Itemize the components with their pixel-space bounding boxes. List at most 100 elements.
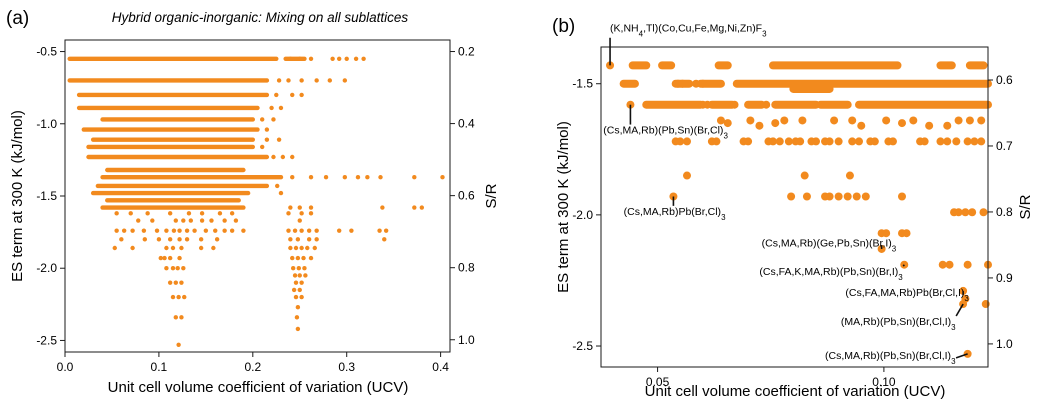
- scatter-point: [292, 228, 298, 233]
- scatter-point: [825, 137, 834, 146]
- scatter-point: [355, 175, 361, 180]
- y-tick-label: -1.5: [572, 77, 593, 91]
- scatter-point: [158, 255, 163, 261]
- scatter-point: [278, 190, 284, 196]
- x-tick-label: 0.4: [432, 360, 449, 374]
- scatter-point: [177, 237, 182, 242]
- scatter-point: [342, 78, 348, 83]
- scatter-point: [291, 287, 297, 293]
- scatter-point: [970, 137, 979, 146]
- scatter-point: [888, 137, 897, 146]
- panel-a-x-axis-title: Unit cell volume coefficient of variatio…: [108, 379, 409, 396]
- scatter-point: [164, 245, 169, 251]
- scatter-point: [176, 294, 181, 300]
- scatter-point: [825, 192, 834, 201]
- scatter-point: [977, 116, 986, 125]
- scatter-point: [173, 315, 179, 320]
- scatter-point: [297, 287, 302, 293]
- panel-b-label: (b): [552, 16, 575, 37]
- scatter-point: [780, 116, 789, 125]
- scatter-point: [678, 79, 687, 88]
- scatter-point: [692, 79, 701, 88]
- scatter-point: [164, 266, 169, 271]
- scatter-point: [382, 237, 387, 242]
- scatter-point: [297, 56, 302, 61]
- scatter-point: [214, 237, 220, 242]
- scatter-point: [299, 78, 304, 83]
- x-tick-label: 0.1: [151, 360, 168, 374]
- scatter-point: [299, 280, 304, 285]
- scatter-point: [184, 237, 190, 242]
- scatter-point: [440, 175, 445, 180]
- scatter-point: [288, 205, 293, 210]
- y2-tick-label: 0.6: [458, 189, 475, 203]
- scatter-point: [784, 137, 793, 146]
- scatter-point: [968, 208, 977, 217]
- scatter-point: [292, 273, 298, 278]
- scatter-point: [925, 121, 934, 130]
- scatter-point: [271, 154, 276, 160]
- y2-tick-label: 0.2: [458, 45, 475, 59]
- scatter-point: [703, 100, 712, 109]
- scatter-point: [963, 260, 972, 269]
- scatter-point: [294, 315, 300, 320]
- scatter-point: [798, 116, 807, 125]
- scatter-point: [306, 237, 312, 242]
- panel-b-y2-axis-title: S/R: [1017, 194, 1034, 219]
- panel-a-y2-axis-title: S/R: [483, 183, 500, 208]
- panel-b: (b) 0.05 0.10-1.5-2.0-2.50.60.70.80.91.0 …: [552, 16, 1034, 400]
- scatter-point: [712, 137, 721, 146]
- scatter-point: [173, 218, 179, 223]
- x-tick-label: 0.3: [338, 360, 355, 374]
- scatter-point: [170, 266, 176, 271]
- scatter-point: [222, 218, 227, 223]
- x-tick-label: 0.05: [646, 375, 670, 389]
- y2-tick-label: 1.0: [458, 333, 475, 347]
- annotation-label: (Cs,MA,Rb)(Pb,Sn)(Br,Cl)3: [603, 125, 728, 141]
- scatter-point: [979, 208, 988, 217]
- scatter-point: [380, 205, 385, 210]
- x-tick-label: 0.10: [872, 375, 896, 389]
- annotation-label: (Cs,FA,K,MA,Rb)(Pb,Sn)(Br,I)3: [759, 266, 903, 282]
- scatter-point: [412, 205, 417, 210]
- scatter-point: [288, 56, 293, 61]
- annotation-label: (Cs,MA,Rb)(Pb,Sn)(Br,Cl,I)3: [825, 350, 956, 366]
- scatter-point: [297, 218, 302, 223]
- annotation-label: (Cs,MA,Rb)(Ge,Pb,Sn)(Br,I)3: [762, 237, 897, 253]
- scatter-point: [683, 171, 691, 180]
- scatter-point: [241, 228, 246, 233]
- y-tick-label: -2.5: [572, 339, 593, 353]
- annotation-label: (Cs,FA,MA,Rb)Pb(Br,Cl,I)3: [845, 287, 969, 303]
- scatter-point: [170, 245, 176, 251]
- scatter-point: [301, 255, 306, 261]
- scatter-point: [288, 245, 293, 251]
- scatter-point: [175, 266, 180, 271]
- scatter-point: [848, 137, 857, 146]
- scatter-point: [274, 92, 279, 98]
- scatter-point: [136, 218, 141, 223]
- scatter-point: [963, 137, 972, 146]
- scatter-point: [271, 117, 276, 122]
- scatter-point: [179, 245, 184, 251]
- scatter-point: [312, 245, 317, 251]
- scatter-point: [303, 273, 308, 278]
- scatter-point: [314, 228, 319, 233]
- annotation-label: (MA,Rb)(Pb,Sn)(Br,Cl,I)3: [841, 316, 956, 332]
- scatter-point: [293, 294, 299, 300]
- scatter-point: [861, 192, 870, 201]
- scatter-point: [286, 211, 291, 216]
- y2-tick-label: 1.0: [996, 337, 1013, 351]
- scatter-point: [177, 228, 182, 233]
- scatter-point: [290, 175, 295, 180]
- scatter-point: [882, 229, 891, 238]
- scatter-point: [213, 228, 218, 233]
- x-tick-label: 0.0: [57, 360, 74, 374]
- y2-tick-label: 0.8: [996, 205, 1013, 219]
- scatter-point: [167, 237, 173, 242]
- scatter-point: [377, 228, 382, 233]
- scatter-point: [173, 280, 179, 285]
- scatter-point: [716, 116, 725, 125]
- scatter-point: [834, 192, 843, 201]
- scatter-point: [142, 237, 148, 242]
- panel-a-label: (a): [6, 8, 29, 29]
